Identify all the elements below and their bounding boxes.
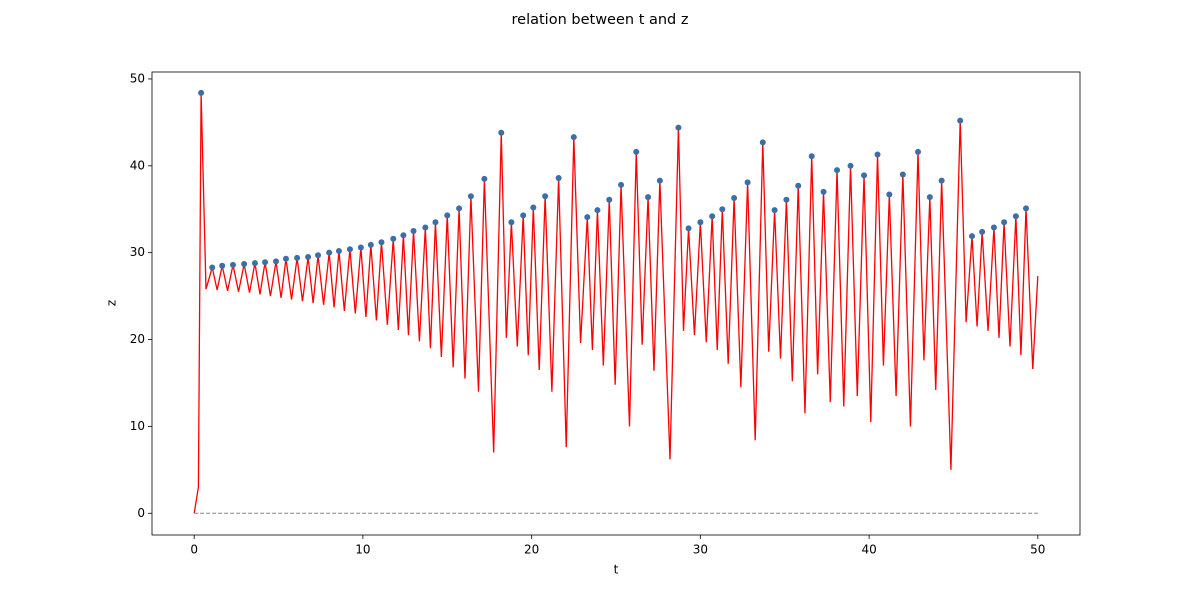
peak-point: [326, 249, 333, 256]
peak-point: [467, 193, 474, 200]
peak-point: [886, 191, 893, 198]
peak-point: [899, 171, 906, 178]
peak-point: [771, 207, 778, 214]
peak-point: [530, 204, 537, 211]
peak-point: [685, 225, 692, 232]
peak-point: [759, 139, 766, 146]
peak-point: [584, 214, 591, 221]
peak-point: [570, 134, 577, 141]
peak-point: [262, 259, 269, 266]
peak-point: [744, 179, 751, 186]
x-axis-label: t: [614, 563, 619, 577]
peak-point: [926, 194, 933, 201]
peak-point: [938, 177, 945, 184]
peak-point: [656, 177, 663, 184]
peak-point: [1001, 219, 1008, 226]
x-tick-label: 40: [861, 543, 876, 557]
peak-point: [520, 212, 527, 219]
peak-point: [675, 124, 682, 131]
peak-point: [229, 261, 236, 268]
peak-point: [1023, 205, 1030, 212]
peak-point: [209, 264, 216, 271]
peak-point: [979, 228, 986, 235]
peak-point: [874, 151, 881, 158]
peak-point: [969, 233, 976, 240]
peak-point: [633, 148, 640, 155]
peak-point: [378, 239, 385, 246]
peak-point: [305, 254, 312, 261]
peak-point: [273, 258, 280, 265]
peak-point: [390, 235, 397, 242]
x-tick-label: 50: [1030, 543, 1045, 557]
peak-point: [481, 175, 488, 182]
peak-point: [915, 148, 922, 155]
peak-point: [219, 262, 226, 269]
peak-point: [709, 213, 716, 220]
peak-point: [820, 188, 827, 195]
peak-point: [251, 260, 258, 267]
peak-point: [606, 196, 613, 203]
peak-point: [315, 252, 322, 259]
peak-point: [990, 224, 997, 231]
x-tick-label: 10: [355, 543, 370, 557]
peak-point: [335, 247, 342, 254]
line: [193, 92, 1039, 514]
peak-point: [542, 193, 549, 200]
peak-point: [957, 117, 964, 124]
peak-point: [555, 174, 562, 181]
peak-point: [410, 227, 417, 234]
chart-title: relation between t and z: [512, 12, 689, 28]
y-tick-label: 40: [130, 158, 145, 172]
peak-point: [847, 162, 854, 169]
peak-point: [367, 241, 374, 248]
peak-point: [400, 232, 407, 239]
peak-point: [594, 207, 601, 214]
peak-point: [346, 246, 353, 253]
y-axis-label: z: [105, 300, 119, 306]
peak-point: [444, 212, 451, 219]
peak-point: [861, 172, 868, 179]
y-tick-label: 0: [137, 506, 145, 520]
y-tick-label: 50: [130, 71, 145, 85]
peak-point: [1012, 213, 1019, 220]
peak-point: [282, 255, 289, 262]
peak-point: [241, 260, 248, 267]
x-tick-label: 20: [524, 543, 539, 557]
x-tick-label: 30: [693, 543, 708, 557]
x-tick-label: 0: [190, 543, 198, 557]
peak-point: [697, 219, 704, 226]
peak-point: [719, 206, 726, 213]
peak-point: [731, 194, 738, 201]
peak-point: [834, 167, 841, 174]
peak-point: [498, 129, 505, 136]
peak-point: [422, 224, 429, 231]
peak-point: [808, 153, 815, 160]
y-tick-label: 10: [130, 419, 145, 433]
peak-point: [456, 205, 463, 212]
peak-point: [357, 244, 364, 251]
peak-point: [432, 219, 439, 226]
y-tick-label: 30: [130, 245, 145, 259]
peak-point: [795, 182, 802, 189]
peak-point: [783, 196, 790, 203]
peak-point: [645, 194, 652, 201]
peak-point: [618, 181, 625, 188]
peak-point: [294, 254, 301, 261]
y-tick-label: 20: [130, 332, 145, 346]
peak-point: [198, 89, 205, 96]
plot-frame: [151, 71, 1081, 536]
peak-point: [508, 219, 515, 226]
